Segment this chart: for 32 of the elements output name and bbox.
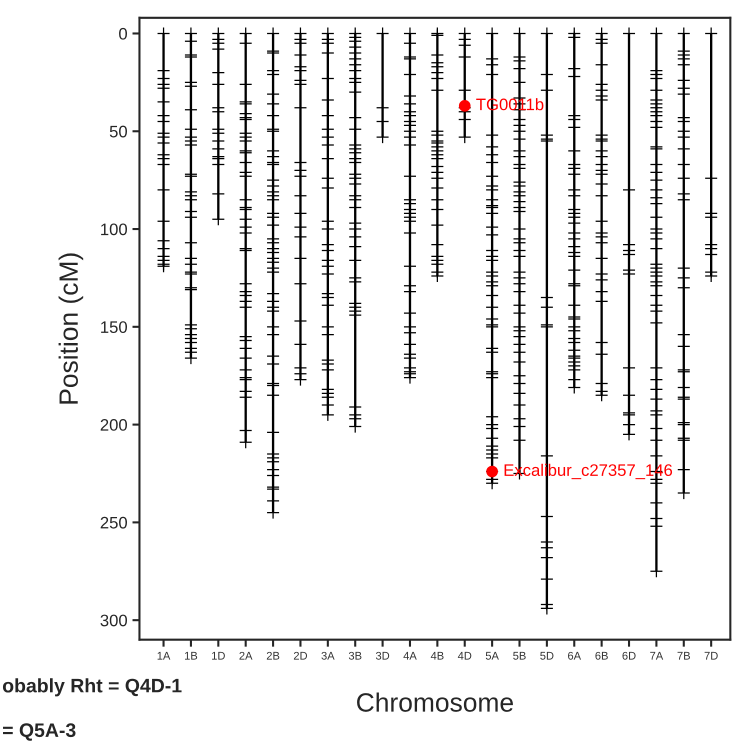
x-tick-label: 7B	[678, 652, 690, 660]
x-tick-label: 5B	[513, 652, 526, 660]
y-tick-label: 300	[100, 614, 128, 626]
x-tick-label: 6B	[595, 652, 608, 660]
x-tick-label: 2B	[266, 652, 280, 660]
y-tick-label: 100	[101, 223, 128, 236]
x-tick-label: 6A	[568, 652, 582, 660]
x-axis-title: Chromosome	[357, 692, 513, 712]
x-tick-label: 6D	[622, 652, 636, 660]
x-tick-label: 5D	[540, 652, 554, 660]
x-tick-label: 3D	[376, 652, 390, 660]
x-tick-label: 1A	[158, 652, 170, 660]
x-tick-label: 7A	[650, 652, 664, 660]
x-tick-label: 4B	[430, 652, 444, 660]
x-tick-label: 2D	[294, 652, 308, 660]
x-tick-label: 5A	[486, 652, 499, 660]
text: obably Rht = Q4D-1	[2, 678, 182, 696]
y-tick-label: 50	[110, 126, 128, 138]
x-tick-label: 1B	[184, 652, 198, 660]
y-tick-label: 150	[101, 321, 128, 334]
text: = Q5A-3	[3, 723, 76, 741]
y-tick-label: 250	[100, 516, 128, 529]
x-tick-label: 3B	[348, 652, 362, 660]
y-tick-label: 200	[100, 419, 128, 431]
x-tick-label: 3A	[321, 652, 335, 660]
x-tick-label: 2A	[239, 652, 252, 660]
x-tick-label: 4D	[458, 652, 472, 660]
y-axis-title: Position (cM)	[58, 253, 84, 404]
x-tick-label: 7D	[704, 652, 718, 660]
y-tick-label: 0	[119, 28, 128, 40]
x-tick-label: 4A	[403, 652, 417, 660]
x-tick-label: 1D	[212, 652, 225, 660]
